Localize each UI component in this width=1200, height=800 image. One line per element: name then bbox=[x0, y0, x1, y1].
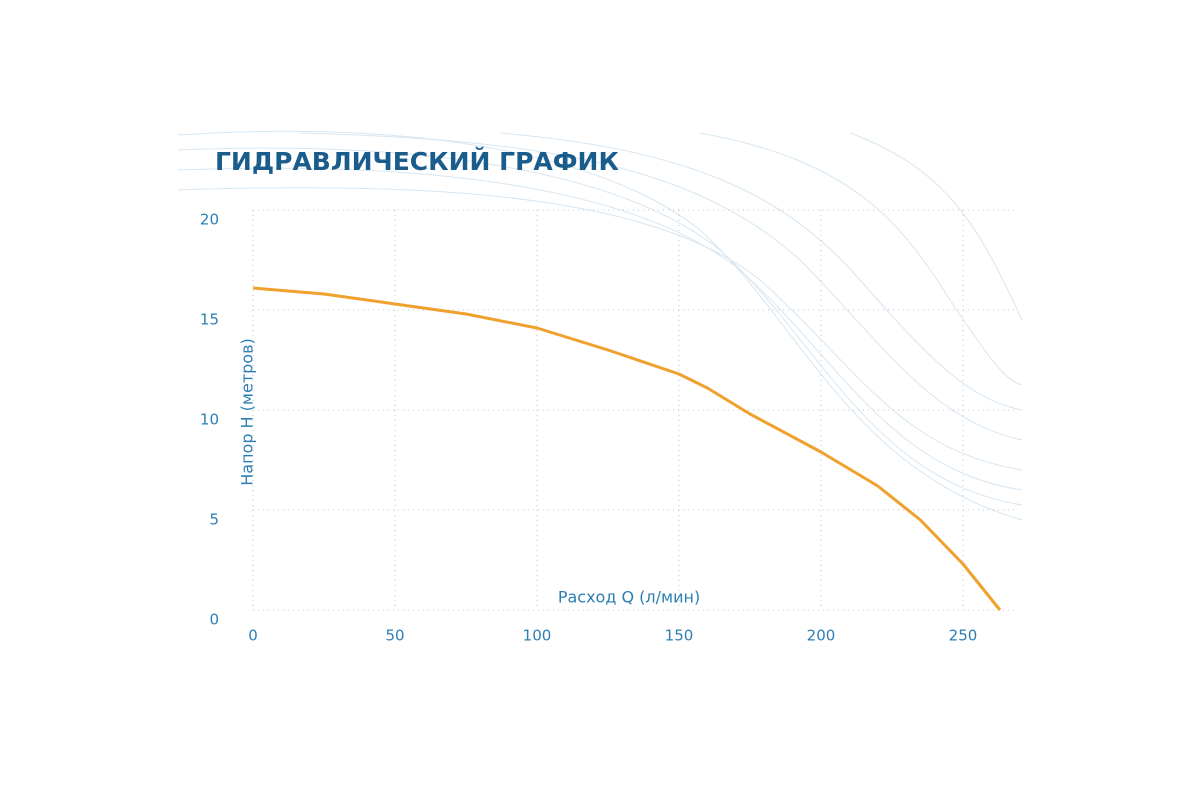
x-tick-label: 100 bbox=[523, 627, 552, 645]
wave bbox=[177, 167, 1023, 491]
y-axis-label: Напор Н (метров) bbox=[238, 338, 257, 486]
wave bbox=[499, 132, 1023, 411]
x-tick-label: 150 bbox=[665, 627, 694, 645]
x-tick-label: 200 bbox=[807, 627, 836, 645]
wave bbox=[177, 187, 1023, 471]
wave bbox=[299, 132, 1023, 441]
background-waves bbox=[177, 130, 1023, 521]
chart-title: ГИДРАВЛИЧЕСКИЙ ГРАФИК bbox=[215, 147, 619, 176]
wave bbox=[699, 132, 1023, 386]
y-tick-label: 15 bbox=[200, 311, 219, 329]
x-tick-label: 0 bbox=[248, 627, 258, 645]
y-tick-label: 10 bbox=[200, 411, 219, 429]
wave bbox=[177, 130, 1023, 521]
data-line bbox=[252, 286, 1002, 611]
x-tick-label: 50 bbox=[385, 627, 404, 645]
wave bbox=[177, 147, 1023, 506]
wave bbox=[849, 132, 1023, 321]
y-tick-label: 0 bbox=[209, 611, 219, 629]
y-tick-label: 20 bbox=[200, 211, 219, 229]
x-axis-label: Расход Q (л/мин) bbox=[558, 588, 700, 607]
x-tick-label: 250 bbox=[949, 627, 978, 645]
y-tick-label: 5 bbox=[209, 511, 219, 529]
